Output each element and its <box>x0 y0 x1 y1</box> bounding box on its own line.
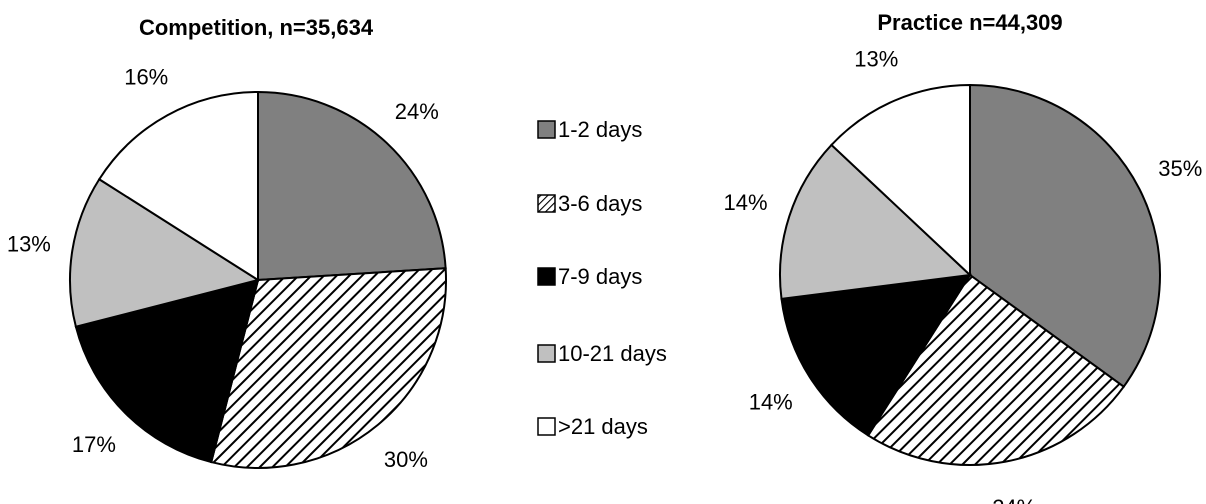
legend-entry-7-9-days: 7-9 days <box>537 264 642 289</box>
legend-label-3-6-days: 3-6 days <box>558 191 642 216</box>
legend-swatch-7-9-days <box>537 267 556 286</box>
pie-slice-practice-10-21-days <box>779 143 973 300</box>
legend: 1-2 days 3-6 days 7-9 days 10-21 days >2… <box>537 117 667 439</box>
legend-swatch-1-2-days <box>537 120 556 139</box>
pie-title-practice: Practice n=44,309 <box>877 10 1062 35</box>
pie-slice-practice-over-21-days <box>830 83 971 278</box>
pie-label-practice-1-2-days: 35% <box>1158 156 1202 181</box>
pie-label-practice-over-21-days: 13% <box>854 46 898 71</box>
legend-label-7-9-days: 7-9 days <box>558 264 642 289</box>
pie-label-practice-10-21-days: 14% <box>724 190 768 215</box>
pie-slice-competition-10-21-days <box>69 177 261 328</box>
pie-title-competition: Competition, n=35,634 <box>139 15 374 40</box>
pie-competition: 24% 30% 17% 13% 16% <box>7 65 447 472</box>
legend-swatch-3-6-days <box>537 194 556 213</box>
legend-entry-over-21-days: >21 days <box>537 414 648 439</box>
pie-label-competition-1-2-days: 24% <box>395 99 439 124</box>
pie-slice-practice-1-2-days <box>969 83 1161 389</box>
pie-practice: 35% 24% 14% 14% 13% <box>724 46 1203 504</box>
pie-slice-competition-1-2-days <box>257 90 447 282</box>
legend-swatch-over-21-days <box>537 417 556 436</box>
pie-slice-practice-7-9-days <box>780 273 972 437</box>
legend-label-1-2-days: 1-2 days <box>558 117 642 142</box>
pie-label-competition-7-9-days: 17% <box>72 432 116 457</box>
legend-label-10-21-days: 10-21 days <box>558 341 667 366</box>
legend-entry-1-2-days: 1-2 days <box>537 117 642 142</box>
legend-entry-10-21-days: 10-21 days <box>537 341 667 366</box>
pie-label-practice-7-9-days: 14% <box>749 389 793 414</box>
pie-slice-practice-3-6-days <box>866 273 1126 466</box>
legend-label-over-21-days: >21 days <box>558 414 648 439</box>
pie-slice-competition-7-9-days <box>74 278 260 464</box>
legend-entry-3-6-days: 3-6 days <box>537 191 642 216</box>
pie-label-competition-3-6-days: 30% <box>384 447 428 472</box>
pie-slice-competition-over-21-days <box>97 90 259 282</box>
pie-label-practice-3-6-days: 24% <box>992 495 1036 504</box>
pie-label-competition-over-21-days: 16% <box>124 65 168 90</box>
pie-label-competition-10-21-days: 13% <box>7 232 51 257</box>
pie-slice-competition-3-6-days <box>210 267 447 469</box>
legend-swatch-10-21-days <box>537 344 556 363</box>
